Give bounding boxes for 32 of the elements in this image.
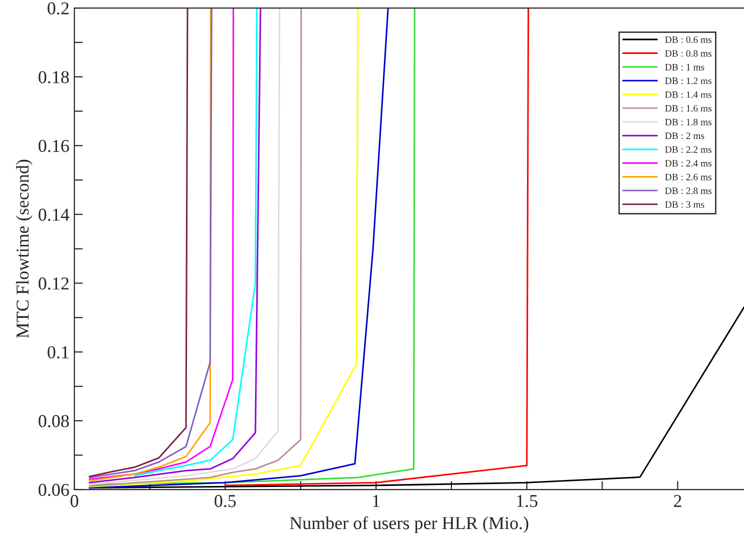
legend-label: DB : 0.6 ms bbox=[665, 36, 712, 43]
legend-label: DB : 1.4 ms bbox=[665, 91, 712, 98]
legend-label: DB : 1.2 ms bbox=[665, 78, 712, 84]
x-tick-label: 1 bbox=[373, 494, 380, 507]
y-tick-label: 0.1 bbox=[48, 346, 68, 358]
x-tick-label: 1.5 bbox=[517, 494, 538, 508]
y-tick-label: 0.12 bbox=[38, 277, 69, 290]
x-tick-label: 2 bbox=[674, 494, 682, 507]
legend-label: DB : 2.8 ms bbox=[665, 187, 712, 194]
line-series bbox=[88, 8, 188, 478]
y-tick-label: 0.14 bbox=[38, 208, 70, 221]
legend-label: DB : 2 ms bbox=[665, 132, 704, 140]
x-tick-label: 0.5 bbox=[214, 494, 236, 508]
x-axis-title: Number of users per HLR (Mio.) bbox=[290, 516, 528, 533]
legend-label: DB : 1.8 ms bbox=[665, 118, 712, 126]
x-tick-label: 0 bbox=[70, 494, 78, 508]
legend-label: DB : 0.8 ms bbox=[665, 50, 712, 57]
y-tick-label: 0.16 bbox=[38, 140, 69, 152]
legend-label: DB : 1.6 ms bbox=[665, 105, 712, 112]
legend-label: DB : 2.6 ms bbox=[665, 174, 712, 180]
y-tick-label: 0.2 bbox=[48, 2, 69, 15]
line-series bbox=[224, 8, 530, 486]
line-series bbox=[134, 8, 258, 477]
legend-label: DB : 3 ms bbox=[665, 201, 704, 208]
y-axis-title: MTC Flowtime (second) bbox=[16, 160, 32, 338]
legend-label: DB : 2.4 ms bbox=[665, 160, 712, 167]
y-tick-label: 0.08 bbox=[38, 414, 69, 428]
line-series bbox=[88, 8, 234, 480]
y-tick-label: 0.18 bbox=[38, 71, 69, 84]
legend-label: DB : 2.2 ms bbox=[665, 146, 712, 153]
legend-label: DB : 1 ms bbox=[665, 64, 704, 70]
y-tick-label: 0.06 bbox=[38, 484, 69, 496]
